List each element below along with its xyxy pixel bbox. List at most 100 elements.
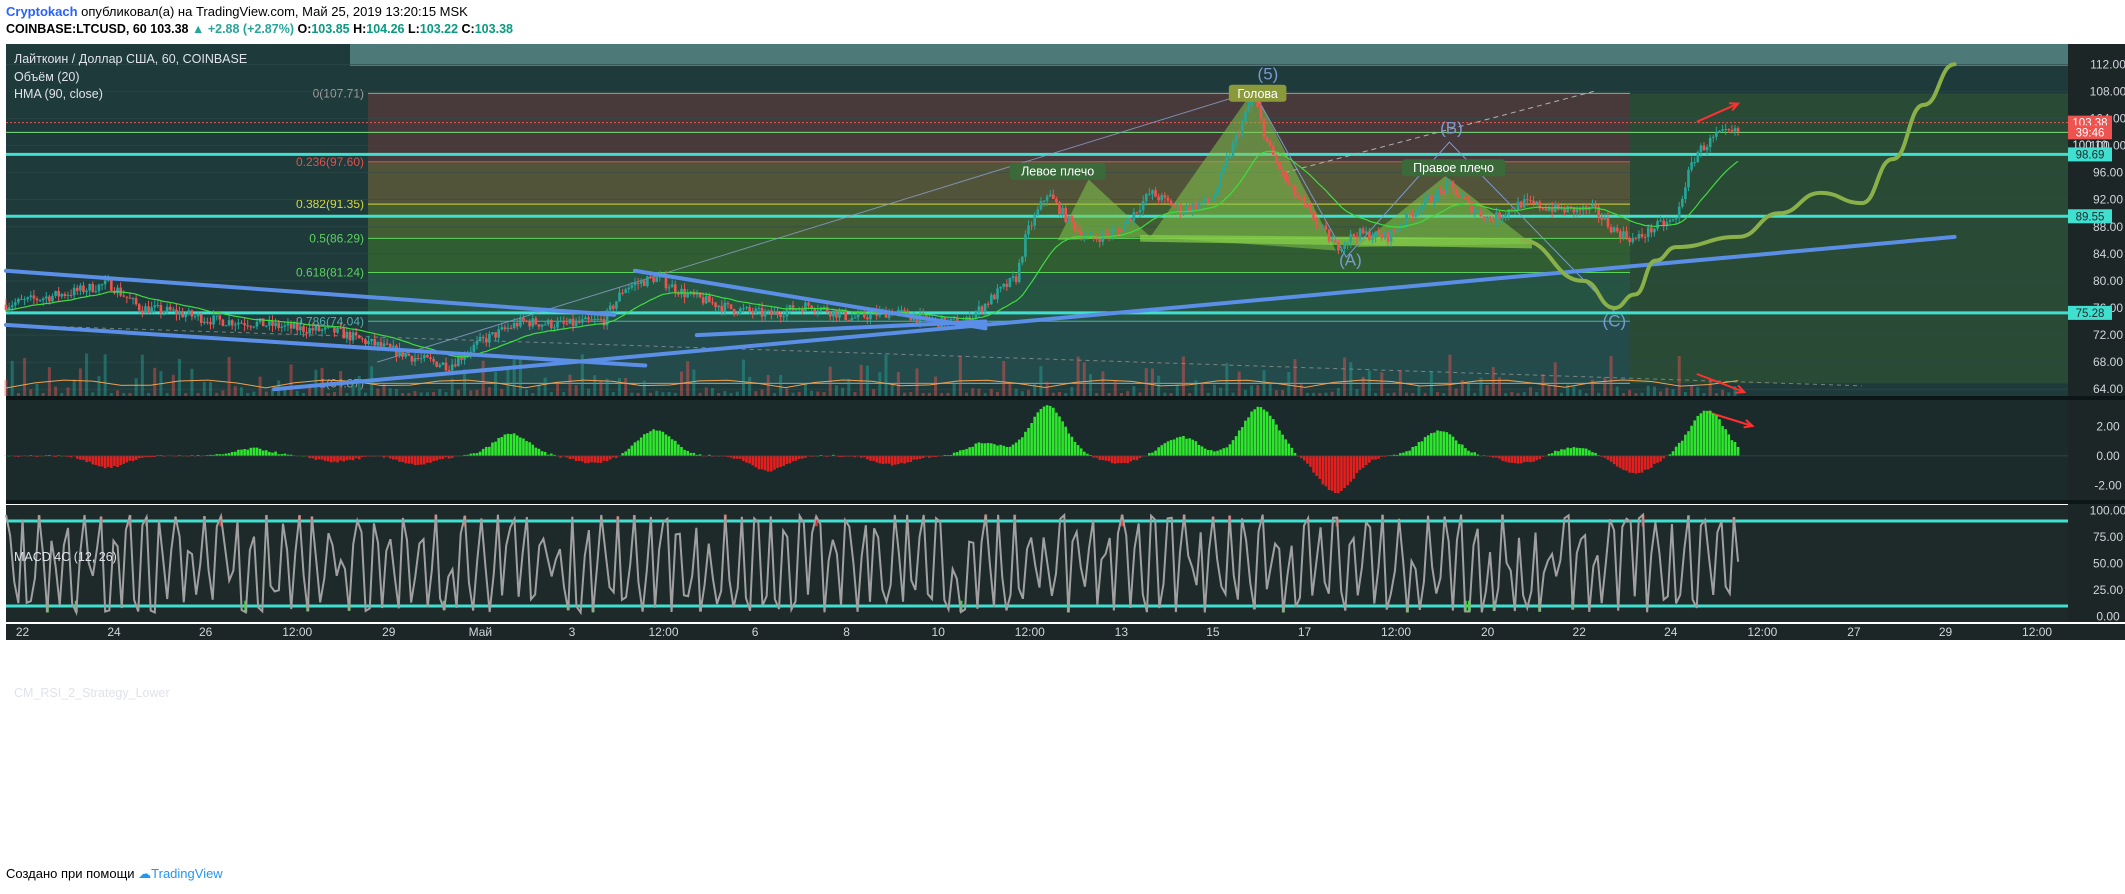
candle-body xyxy=(866,317,869,320)
candle-body xyxy=(1681,199,1684,207)
macd-bar xyxy=(1163,443,1167,456)
volume-bar xyxy=(785,388,789,396)
candle-body xyxy=(450,364,454,371)
macd-bar xyxy=(1454,440,1458,456)
volume-bar xyxy=(1150,368,1154,396)
candle-body xyxy=(1129,218,1133,221)
macd-bar xyxy=(1603,455,1607,458)
volume-bar xyxy=(1212,384,1216,396)
macd-bar xyxy=(1392,454,1396,456)
macd-bar xyxy=(934,455,937,458)
candle-body xyxy=(1522,199,1526,208)
macd-bar xyxy=(125,455,129,463)
macd-bar xyxy=(432,455,435,462)
volume-bar xyxy=(215,392,219,396)
candle-body xyxy=(1498,212,1501,219)
macd-bar xyxy=(1256,406,1260,456)
macd-bar xyxy=(361,455,364,458)
macd-bar xyxy=(215,454,219,456)
macd-bar xyxy=(1563,449,1566,456)
macd-bar xyxy=(230,452,234,456)
fib-label: 0.236(97.60) xyxy=(296,155,364,169)
candle-body xyxy=(1702,145,1706,151)
candle-body xyxy=(983,303,987,312)
tradingview-logo-icon[interactable]: ☁ xyxy=(138,866,152,881)
macd-bar xyxy=(1371,455,1374,460)
macd-bar xyxy=(35,455,39,457)
volume-bar xyxy=(35,383,39,396)
macd-bar xyxy=(209,454,212,456)
candle-body xyxy=(261,318,265,327)
macd-bar xyxy=(841,455,844,457)
candle-body xyxy=(559,320,562,322)
macd-bar xyxy=(519,437,522,456)
volume-bar xyxy=(518,355,522,396)
author-link[interactable]: Cryptokach xyxy=(6,4,78,19)
wave-label: (B) xyxy=(1440,119,1463,138)
macd-bar xyxy=(1030,422,1033,456)
price-axis xyxy=(2068,44,2125,622)
candle-body xyxy=(1374,231,1377,238)
candle-body xyxy=(1324,225,1328,230)
candle-body xyxy=(1736,128,1740,132)
candle-body xyxy=(203,321,206,323)
candle-body xyxy=(1191,203,1195,212)
macd-bar xyxy=(1228,444,1232,456)
candle-body xyxy=(1485,216,1489,220)
candle-body xyxy=(252,326,256,328)
macd-bar xyxy=(212,454,215,456)
candle-body xyxy=(584,317,587,320)
volume-bar xyxy=(1628,390,1632,396)
volume-bar xyxy=(562,391,566,396)
candle-body xyxy=(1436,189,1439,202)
price-tick-label: 68.00 xyxy=(2093,355,2123,369)
candle-body xyxy=(1433,201,1436,203)
candle-body xyxy=(1185,206,1188,212)
volume-bar xyxy=(841,387,845,396)
macd-bar xyxy=(1343,455,1346,489)
candle-body xyxy=(1550,207,1554,212)
candle-body xyxy=(869,313,872,320)
macd-bar xyxy=(1033,416,1037,456)
macd-bar xyxy=(1067,433,1071,456)
candle-body xyxy=(1017,262,1021,282)
rsi-tick-label: 75.00 xyxy=(2093,530,2123,544)
chart-area[interactable]: 0(107.71) 0.236(97.60) 0.382(91.35) 0.5(86.… xyxy=(0,40,2125,862)
macd-bar xyxy=(243,449,246,456)
macd-bar xyxy=(1643,455,1647,470)
macd-bar xyxy=(1507,455,1511,463)
macd-bar xyxy=(506,433,510,456)
macd-bar xyxy=(1293,452,1297,456)
volume-bar xyxy=(810,390,814,396)
volume-bar xyxy=(983,392,987,396)
candle-body xyxy=(1222,165,1226,173)
macd-bar xyxy=(990,443,993,456)
volume-bar xyxy=(1721,389,1725,396)
candle-body xyxy=(1160,195,1164,201)
footer-brand[interactable]: TradingView xyxy=(151,866,223,881)
macd-bar xyxy=(943,454,947,456)
candle-body xyxy=(853,317,857,319)
macd-bar xyxy=(872,455,875,461)
macd-bar xyxy=(1399,453,1402,456)
volume-bar xyxy=(1144,368,1148,396)
macd-bar xyxy=(1126,455,1129,464)
candle-body xyxy=(1671,219,1675,221)
candle-body xyxy=(1299,198,1303,200)
volume-bar xyxy=(791,392,795,396)
candle-body xyxy=(1464,196,1467,199)
volume-bar xyxy=(1417,385,1421,396)
fib-label: 0.382(91.35) xyxy=(296,197,364,211)
volume-bar xyxy=(109,392,113,396)
macd-bar xyxy=(1191,439,1195,456)
macd-bar xyxy=(1200,446,1204,456)
candle-body xyxy=(1110,230,1114,236)
macd-bar xyxy=(88,455,91,462)
symbol: COINBASE:LTCUSD, 60 xyxy=(6,22,147,36)
macd-bar xyxy=(1600,455,1604,457)
volume-bar xyxy=(233,386,237,396)
candle-body xyxy=(1491,220,1495,223)
candle-body xyxy=(1371,237,1374,241)
candle-body xyxy=(1206,197,1210,202)
macd-bar xyxy=(320,455,324,460)
